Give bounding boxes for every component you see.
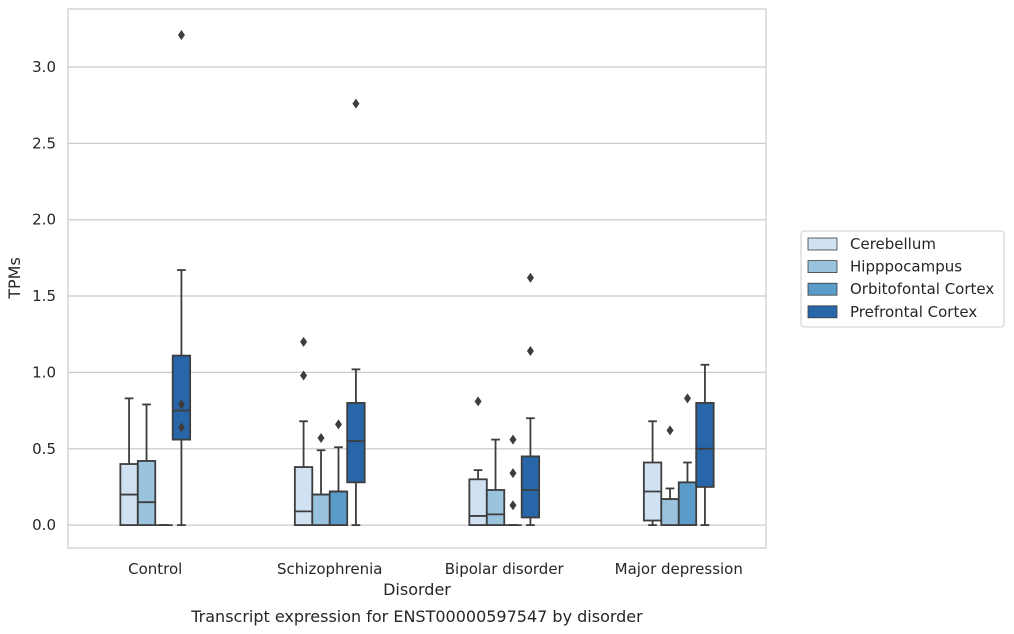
box-prefrontal-cortex	[695, 363, 715, 526]
box-prefrontal-cortex	[171, 29, 192, 526]
outlier-point	[300, 336, 308, 347]
outlier-point	[666, 425, 674, 436]
iqr-box	[171, 354, 192, 441]
legend-swatch	[807, 237, 838, 251]
plot-area-frame	[67, 8, 767, 549]
boxes	[119, 29, 715, 526]
iqr-box	[520, 455, 541, 519]
iqr-box	[293, 466, 314, 526]
iqr-box	[328, 490, 349, 526]
legend-label: Orbitofontal Cortex	[850, 280, 994, 298]
iqr-box	[136, 460, 157, 526]
x-tick-label: Schizophrenia	[277, 560, 382, 578]
y-tick-label: 0.5	[32, 440, 56, 458]
legend-label: Cerebellum	[850, 235, 936, 253]
box-prefrontal-cortex	[520, 272, 541, 526]
legend-label: Prefrontal Cortex	[850, 303, 977, 321]
outlier-point	[317, 433, 325, 444]
box-orbitofontal-cortex	[504, 434, 522, 526]
outlier-point	[334, 419, 342, 430]
legend: Cerebellum Hipppocampus Orbitofontal Corte…	[800, 230, 1005, 328]
outlier-point	[526, 346, 534, 357]
box-prefrontal-cortex	[346, 98, 366, 526]
legend-swatch	[807, 260, 838, 274]
box-hipppocampus	[660, 425, 680, 526]
legend-label: Hipppocampus	[850, 258, 962, 276]
y-tick-label: 3.0	[32, 58, 56, 76]
iqr-box	[311, 493, 331, 526]
outlier-point	[683, 393, 691, 404]
outlier-point	[474, 396, 482, 407]
x-tick-label: Control	[128, 560, 182, 578]
box-orbitofontal-cortex	[328, 419, 349, 526]
y-tick-label: 0.0	[32, 516, 56, 534]
box-hipppocampus	[311, 433, 331, 526]
y-axis-ticks: 0.0 0.5 1.0 1.5 2.0 2.5 3.0	[32, 58, 56, 534]
legend-frame	[800, 230, 1005, 328]
y-tick-label: 1.5	[32, 287, 56, 305]
y-axis-title: TPMs	[5, 257, 24, 300]
legend-swatch	[807, 305, 838, 319]
iqr-box	[695, 402, 715, 488]
y-tick-label: 2.0	[32, 211, 56, 229]
x-tick-label: Major depression	[615, 560, 743, 578]
outlier-point	[509, 500, 517, 511]
box-hipppocampus	[136, 403, 157, 526]
outlier-point	[509, 468, 517, 479]
outlier-point	[177, 399, 185, 410]
y-tick-label: 2.5	[32, 134, 56, 152]
box-cerebellum	[642, 420, 663, 526]
iqr-box	[485, 489, 506, 526]
outlier-point	[509, 434, 517, 445]
box-cerebellum	[293, 336, 314, 526]
x-tick-label: Bipolar disorder	[445, 560, 565, 578]
x-axis-ticks: Control Schizophrenia Bipolar disorder Majo…	[128, 560, 743, 578]
chart-caption: Transcript expression for ENST0000059754…	[190, 607, 643, 626]
outlier-point	[352, 98, 360, 109]
iqr-box	[468, 478, 488, 526]
legend-swatch	[807, 282, 838, 296]
outlier-point	[177, 422, 185, 433]
y-tick-label: 1.0	[32, 363, 56, 381]
iqr-box	[677, 481, 698, 526]
iqr-box	[660, 498, 680, 526]
x-axis-title: Disorder	[383, 580, 451, 599]
outlier-point	[177, 29, 185, 40]
gridlines	[68, 66, 766, 526]
box-orbitofontal-cortex	[677, 393, 698, 526]
box-cerebellum	[119, 397, 139, 526]
outlier-point	[300, 370, 308, 381]
box-hipppocampus	[485, 438, 506, 526]
iqr-box	[346, 402, 366, 484]
box-cerebellum	[468, 396, 488, 526]
outlier-point	[526, 272, 534, 283]
